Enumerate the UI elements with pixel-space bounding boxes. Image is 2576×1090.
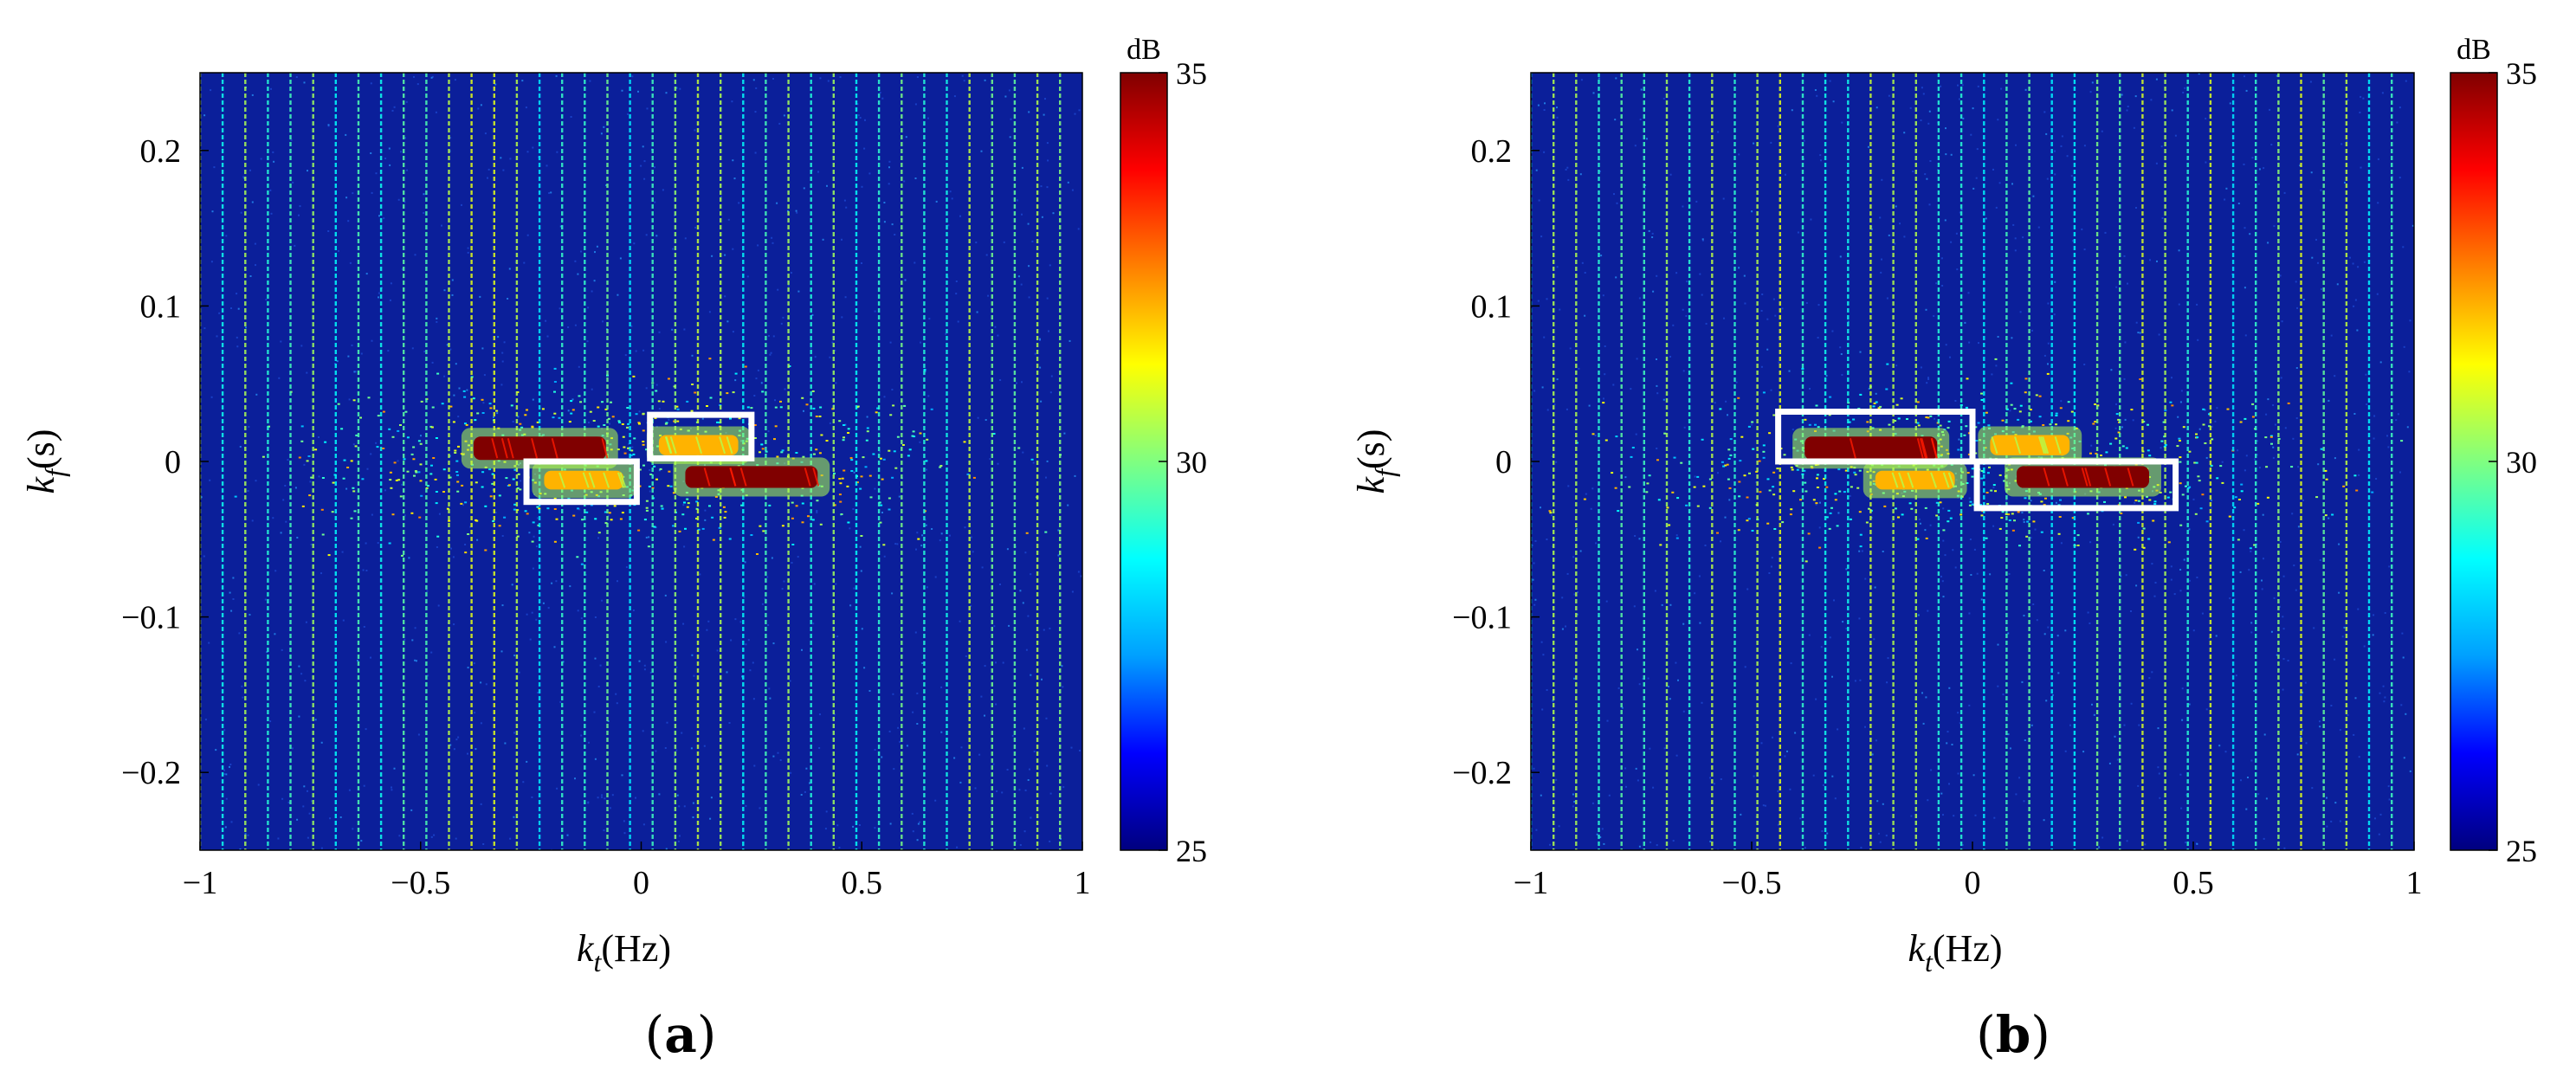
- y-tick-label: 0: [1495, 444, 1512, 481]
- x-tick-label: 1: [2406, 865, 2423, 901]
- hot-region: [1875, 470, 1955, 490]
- y-axis-label: kf(s): [20, 429, 70, 494]
- colorbar-tick-label: 25: [1176, 834, 1207, 868]
- x-tick-label: −1: [183, 865, 217, 901]
- y-tick-label: −0.1: [1452, 600, 1512, 636]
- panel-label: (a): [645, 1005, 717, 1064]
- x-tick-label: 0: [1965, 865, 1981, 901]
- x-tick-label: −0.5: [1722, 865, 1782, 901]
- colorbar-unit-label: dB: [1127, 34, 1161, 66]
- colorbar-tick-label: 35: [1176, 56, 1207, 91]
- colorbar-unit-label: dB: [2457, 34, 2491, 66]
- highlight-box: [523, 458, 640, 506]
- x-axis-label: kt(Hz): [1908, 927, 2002, 977]
- x-tick-label: 0.5: [842, 865, 883, 901]
- plot-background: [200, 73, 1082, 850]
- highlight-box: [1973, 458, 2179, 512]
- hot-region: [2017, 466, 2149, 488]
- panel-label: (b): [1976, 1005, 2050, 1064]
- x-tick-label: 0: [633, 865, 649, 901]
- x-tick-label: 1: [1075, 865, 1091, 901]
- y-tick-label: 0.2: [140, 133, 182, 170]
- x-tick-label: 0.5: [2172, 865, 2214, 901]
- colorbar-tick-label: 30: [1176, 445, 1207, 480]
- plot-area: [200, 73, 1082, 850]
- x-axis-label: kt(Hz): [577, 927, 671, 977]
- y-tick-label: −0.2: [121, 755, 181, 791]
- y-tick-label: 0: [165, 444, 181, 481]
- panel-b: −1 −0.5 0 0.5 1 0.2 0.1 0 −0.1 −0.2 kt(Hz) kf(s) 25 3…: [1350, 34, 2537, 1064]
- y-tick-label: −0.1: [121, 600, 181, 636]
- hot-region: [1990, 435, 2070, 455]
- hot-region: [1804, 436, 1938, 461]
- x-tick-label: −1: [1514, 865, 1548, 901]
- highlight-box: [647, 411, 755, 461]
- colorbar-tick-label: 35: [2506, 56, 2537, 91]
- y-tick-label: 0.2: [1471, 133, 1513, 170]
- panel-a: −1 −0.5 0 0.5 1 0.2 0.1 0 −0.1 −0.2 kt(Hz) kf(s) 25 3…: [20, 34, 1207, 1064]
- y-tick-label: −0.2: [1452, 755, 1512, 791]
- x-tick-label: −0.5: [391, 865, 450, 901]
- colorbar-tick-label: 30: [2506, 445, 2537, 480]
- y-tick-label: 0.1: [140, 288, 182, 325]
- y-axis-label: kf(s): [1350, 429, 1400, 494]
- hot-region: [685, 466, 818, 488]
- highlight-box: [1775, 409, 1976, 465]
- y-tick-label: 0.1: [1471, 288, 1513, 325]
- colorbar-tick-label: 25: [2506, 834, 2537, 868]
